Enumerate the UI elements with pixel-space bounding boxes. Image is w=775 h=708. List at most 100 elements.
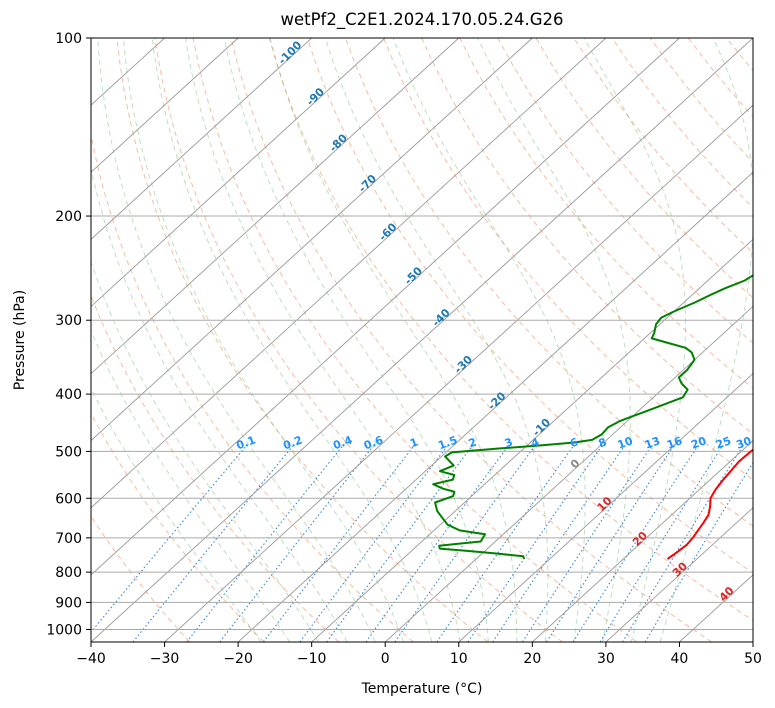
dry-adiabat (192, 38, 638, 642)
mixing-ratio-line (599, 445, 723, 642)
chart-title: wetPf2_C2E1.2024.170.05.24.G26 (280, 10, 563, 30)
moist-adiabat (91, 387, 262, 642)
dry-adiabat (116, 38, 489, 642)
isotherm (91, 38, 680, 576)
isotherm (91, 38, 607, 509)
x-tick-label: 40 (671, 651, 689, 667)
mixing-ratio-line (492, 445, 625, 642)
mixing-ratio-label: 0.4 (331, 433, 354, 452)
dry-adiabat (91, 132, 414, 642)
dry-adiabat (497, 38, 753, 344)
isotherm-label: -20 (485, 389, 508, 412)
isotherm-label: -50 (402, 264, 425, 287)
y-tick-label: 500 (55, 444, 82, 460)
mixing-ratio-label: 0.1 (235, 433, 258, 452)
dry-adiabat (726, 38, 753, 72)
dry-adiabat (344, 38, 753, 527)
moist-adiabat (583, 38, 686, 642)
moist-adiabat (185, 38, 461, 642)
isotherm (752, 641, 753, 642)
mixing-ratio-label: 8 (597, 436, 609, 451)
dry-adiabat (230, 38, 713, 642)
dewpoint-trace (432, 274, 753, 560)
moist-adiabat (97, 38, 376, 642)
x-axis-title: Temperature (°C) (361, 681, 483, 697)
mixing-ratio-label: 30 (734, 434, 753, 452)
isotherm-label: -10 (530, 416, 553, 439)
moist-adiabat (659, 38, 753, 642)
mixing-ratio-label: 6 (568, 435, 580, 450)
mixing-ratio-label: 0.2 (281, 434, 304, 453)
moist-adiabat (269, 38, 518, 642)
dry-adiabat (535, 38, 753, 299)
isotherm (384, 305, 753, 642)
y-tick-label: 300 (55, 313, 82, 329)
mixing-ratio-line (263, 445, 415, 642)
dry-adiabat (649, 38, 753, 163)
dry-adiabat (91, 294, 340, 642)
moist-adiabat (151, 38, 433, 642)
y-tick-label: 1000 (46, 622, 82, 638)
dry-adiabat (611, 38, 753, 209)
mixing-ratio-line (546, 445, 674, 642)
isotherm (605, 507, 753, 642)
isotherm (164, 104, 753, 642)
mixing-ratio-label: 16 (665, 434, 684, 452)
y-tick-label: 200 (55, 209, 82, 225)
isotherm-label: -40 (430, 306, 453, 329)
isotherm (458, 372, 753, 642)
mixing-ratio-label: 0.6 (362, 433, 385, 452)
dry-adiabat (765, 38, 775, 642)
dry-adiabat (687, 38, 753, 118)
mixing-ratio-line (522, 445, 652, 642)
mixing-ratio-line (132, 445, 294, 642)
temperature-trace (666, 448, 753, 560)
dry-adiabat (306, 38, 753, 574)
isotherm-label: -90 (304, 85, 327, 108)
moist-adiabat (477, 38, 631, 642)
mixing-ratio-label: 36 (755, 434, 774, 452)
x-tick-label: −30 (150, 651, 180, 667)
mixing-ratio-label: 25 (714, 434, 733, 451)
isotherm (237, 171, 753, 642)
mixing-ratio-label: 13 (643, 434, 662, 451)
isotherm-label: -60 (376, 220, 399, 243)
y-axis-title: Pressure (hPa) (12, 290, 28, 390)
y-tick-label: 100 (55, 31, 82, 47)
dry-adiabat (91, 412, 265, 642)
moist-adiabat (91, 329, 291, 642)
x-tick-label: 50 (744, 651, 762, 667)
isotherm (311, 238, 753, 642)
x-tick-label: 0 (381, 651, 390, 667)
isotherm (91, 38, 753, 642)
x-tick-label: 30 (597, 651, 615, 667)
mixing-ratio-label: 4 (529, 435, 541, 450)
plot-area: -100-90-80-70-60-50-40-30-20-10010203040… (91, 38, 775, 642)
mixing-ratio-line (467, 445, 603, 642)
axis-layer: −40 −30 −20 −10 0 10 20 30 40 5010020030040050060… (46, 31, 762, 667)
y-tick-label: 700 (55, 531, 82, 547)
mixing-ratio-label: 1.5 (436, 433, 459, 452)
plot-frame (90, 37, 754, 643)
x-tick-label: −20 (223, 651, 253, 667)
moist-adiabat (392, 38, 586, 642)
mixing-ratio-line (299, 445, 448, 642)
mixing-ratio-line (186, 445, 343, 642)
mixing-ratio-label: 20 (689, 434, 708, 452)
y-tick-label: 900 (55, 595, 82, 611)
isotherm (91, 38, 239, 173)
mixing-ratio-label: 2 (467, 436, 479, 451)
y-tick-label: 400 (55, 387, 82, 403)
y-tick-label: 800 (55, 565, 82, 581)
isotherm-label: -100 (276, 38, 305, 67)
dry-adiabat (268, 38, 753, 622)
isotherm-label: 10 (595, 494, 615, 514)
isotherm-label: -80 (327, 131, 350, 154)
isotherm-label: -30 (452, 353, 475, 376)
mixing-ratio-line (572, 445, 699, 642)
mixing-ratio-line (219, 445, 374, 642)
isotherm (91, 38, 386, 308)
moist-adiabat (122, 38, 405, 642)
mixing-ratio-line (436, 445, 574, 642)
